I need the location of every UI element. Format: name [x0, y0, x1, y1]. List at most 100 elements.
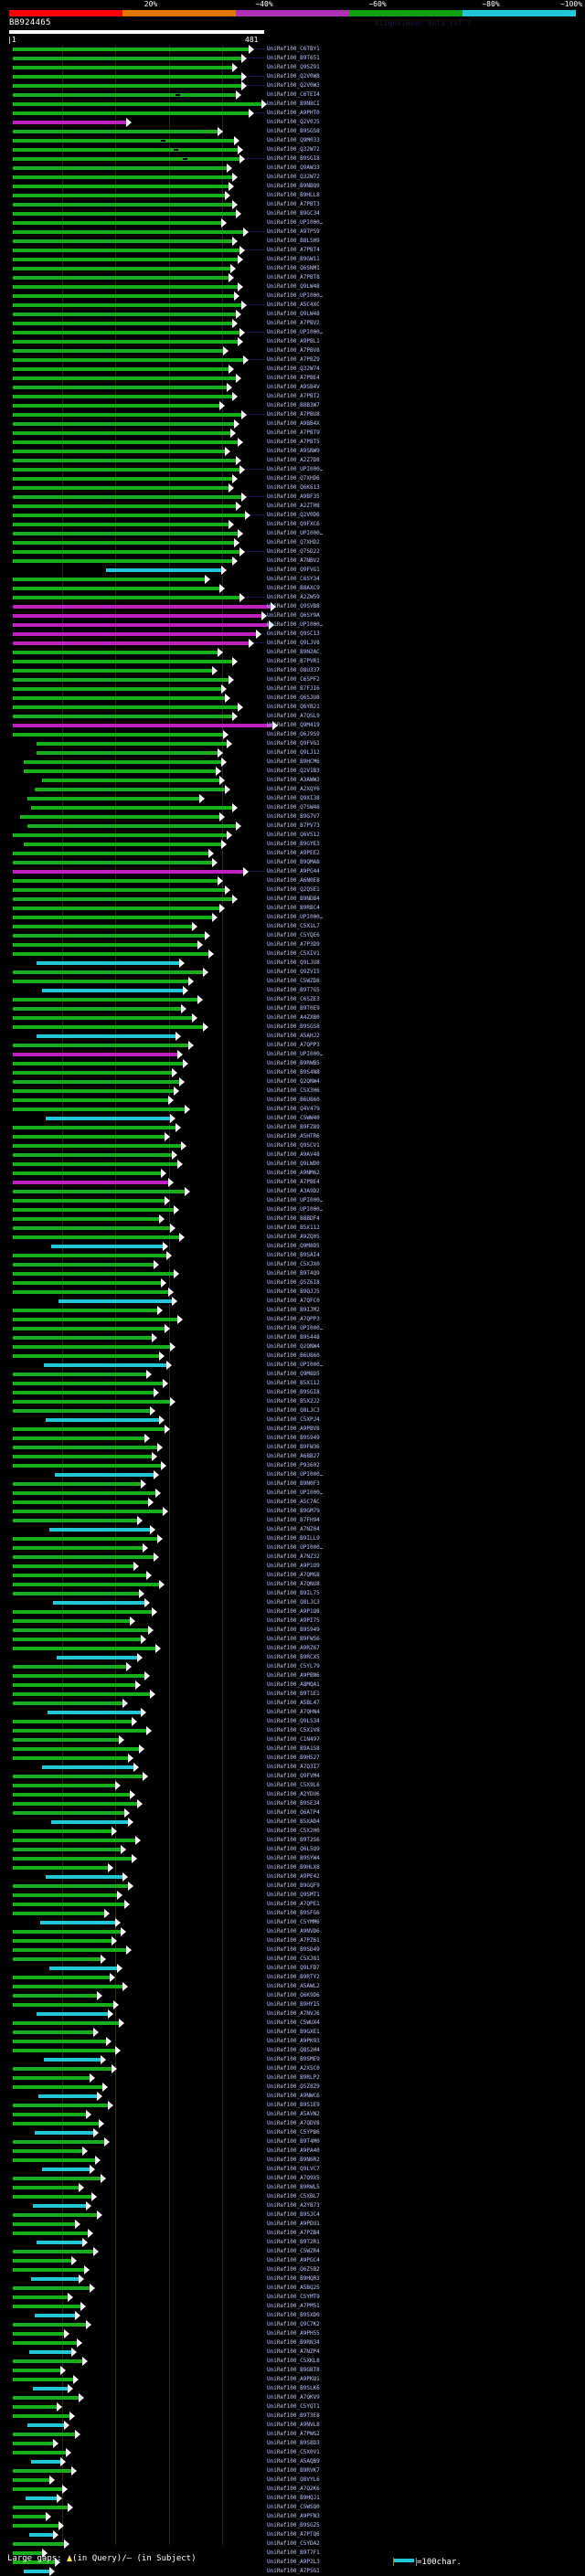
- hit-accession-label[interactable]: UniRef100_B9RVK7: [267, 2467, 320, 2474]
- hsp-bar[interactable]: [31, 2277, 79, 2281]
- alignment-row[interactable]: UniRef100_A7QMG8: [0, 1571, 585, 1580]
- hit-accession-label[interactable]: UniRef100_B7PVR1: [267, 658, 320, 664]
- alignment-row[interactable]: UniRef100_Q9LWD0: [0, 1160, 585, 1169]
- hit-accession-label[interactable]: UniRef100_A5HTR6: [267, 1133, 320, 1140]
- alignment-row[interactable]: UniRef100_A9PKQ1: [0, 2375, 585, 2384]
- hsp-bar[interactable]: [13, 48, 249, 51]
- alignment-row[interactable]: UniRef100_Q9SMT1: [0, 1891, 585, 1900]
- hit-accession-label[interactable]: UniRef100_Q32W72: [267, 174, 320, 180]
- hit-accession-label[interactable]: UniRef100_B9NBQ9: [267, 183, 320, 189]
- hit-accession-label[interactable]: UniRef100_A7NVJ6: [267, 2010, 320, 2017]
- alignment-row[interactable]: UniRef100_B9SE34: [0, 1799, 585, 1808]
- alignment-row[interactable]: UniRef100_A5BL47: [0, 1699, 585, 1708]
- hit-accession-label[interactable]: UniRef100_C5YPB6: [267, 2129, 320, 2136]
- hit-accession-label[interactable]: UniRef100_Q6ATP4: [267, 1809, 320, 1816]
- alignment-row[interactable]: UniRef100_Q6K9D6: [0, 1991, 585, 2000]
- hit-accession-label[interactable]: UniRef100_A7PWG2: [267, 2431, 320, 2437]
- hsp-bar[interactable]: [37, 1034, 176, 1038]
- hit-accession-label[interactable]: UniRef100_A9P1O9: [267, 1563, 320, 1569]
- hit-accession-label[interactable]: UniRef100_B9T0E9: [267, 1005, 320, 1012]
- hit-accession-label[interactable]: UniRef100_A9PK93: [267, 2038, 320, 2044]
- hit-accession-label[interactable]: UniRef100_A5AVN2: [267, 2111, 320, 2117]
- hsp-bar[interactable]: [13, 641, 249, 645]
- hit-accession-label[interactable]: UniRef100_B9SD49: [267, 1946, 320, 1953]
- hit-accession-label[interactable]: UniRef100_B9HYI5: [267, 2001, 320, 2008]
- alignment-row[interactable]: UniRef100_Q2V1B3: [0, 767, 585, 776]
- alignment-row[interactable]: UniRef100_A9PFN3: [0, 2512, 585, 2521]
- alignment-row[interactable]: UniRef100_A2Z7D8: [0, 456, 585, 465]
- alignment-row[interactable]: UniRef100_B9HLL8: [0, 191, 585, 200]
- alignment-row[interactable]: UniRef100_UPI000…: [0, 465, 585, 474]
- alignment-row[interactable]: UniRef100_Q8VYL6: [0, 2475, 585, 2485]
- alignment-row[interactable]: UniRef100_A7QPP3: [0, 1315, 585, 1324]
- alignment-row[interactable]: UniRef100_B9SGZ5: [0, 2521, 585, 2530]
- hsp-bar[interactable]: [13, 1455, 152, 1458]
- hit-accession-label[interactable]: UniRef100_A9PE42: [267, 1873, 320, 1880]
- alignment-row[interactable]: UniRef100_A2ZTH8: [0, 502, 585, 511]
- hsp-bar[interactable]: [13, 1318, 177, 1321]
- hit-accession-label[interactable]: UniRef100_B9HCM6: [267, 758, 320, 765]
- hit-accession-label[interactable]: UniRef100_B9GW11: [267, 256, 320, 262]
- hit-accession-label[interactable]: UniRef100_B9QMA8: [267, 859, 320, 865]
- hsp-bar[interactable]: [24, 769, 216, 773]
- hsp-bar[interactable]: [13, 1427, 165, 1431]
- hsp-bar[interactable]: [13, 998, 197, 1002]
- alignment-row[interactable]: UniRef100_UPI000…: [0, 1489, 585, 1498]
- alignment-row[interactable]: UniRef100_Q6J9S9: [0, 730, 585, 739]
- hit-accession-label[interactable]: UniRef100_A9PI75: [267, 1617, 320, 1624]
- hsp-bar[interactable]: [13, 916, 212, 919]
- hsp-bar[interactable]: [44, 1363, 166, 1367]
- hsp-bar[interactable]: [13, 733, 223, 737]
- alignment-row[interactable]: UniRef100_A7PZ61: [0, 1936, 585, 1945]
- hsp-bar[interactable]: [106, 568, 221, 572]
- hit-accession-label[interactable]: UniRef100_C5XPJ4: [267, 1416, 320, 1423]
- hsp-bar[interactable]: [13, 1729, 146, 1733]
- alignment-row[interactable]: UniRef100_B9SGS8: [0, 1023, 585, 1032]
- alignment-row[interactable]: UniRef100_A9TPS9: [0, 228, 585, 237]
- alignment-row[interactable]: UniRef100_A9NWC6: [0, 2092, 585, 2101]
- alignment-row[interactable]: UniRef100_UPI000…: [0, 218, 585, 228]
- hit-accession-label[interactable]: UniRef100_B9N0F3: [267, 1480, 320, 1487]
- alignment-row[interactable]: UniRef100_B9HCM6: [0, 758, 585, 767]
- hit-accession-label[interactable]: UniRef100_A7PBE4: [267, 1179, 320, 1185]
- hsp-bar[interactable]: [27, 2423, 64, 2427]
- alignment-row[interactable]: UniRef100_C5YQT1: [0, 2402, 585, 2412]
- hit-accession-label[interactable]: UniRef100_A7P3D9: [267, 941, 320, 948]
- alignment-row[interactable]: UniRef100_B9T2S6: [0, 1836, 585, 1845]
- hit-accession-label[interactable]: UniRef100_Q6SNM1: [267, 265, 320, 271]
- hit-accession-label[interactable]: UniRef100_A8MQA1: [267, 1681, 320, 1688]
- alignment-row[interactable]: UniRef100_A9PGC4: [0, 2256, 585, 2265]
- hsp-bar[interactable]: [13, 833, 227, 837]
- alignment-row[interactable]: UniRef100_A9BB4X: [0, 419, 585, 429]
- alignment-row[interactable]: UniRef100_UPI000…: [0, 529, 585, 538]
- alignment-row[interactable]: UniRef100_A7NBV2: [0, 557, 585, 566]
- alignment-row[interactable]: UniRef100_A7PBZ9: [0, 355, 585, 365]
- hsp-bar[interactable]: [42, 989, 183, 992]
- alignment-row[interactable]: UniRef100_A7QDV8: [0, 2119, 585, 2128]
- hsp-bar[interactable]: [13, 1884, 128, 1888]
- hit-accession-label[interactable]: UniRef100_B9SME9: [267, 2056, 320, 2062]
- hit-accession-label[interactable]: UniRef100_A7QMG8: [267, 1572, 320, 1578]
- alignment-row[interactable]: UniRef100_Q9SCV1: [0, 1141, 585, 1150]
- alignment-row[interactable]: UniRef100_A7PM51: [0, 2302, 585, 2311]
- hsp-bar[interactable]: [13, 2551, 42, 2555]
- hit-accession-label[interactable]: UniRef100_A5C7AC: [267, 1499, 320, 1505]
- hsp-bar[interactable]: [13, 1309, 157, 1312]
- hit-accession-label[interactable]: UniRef100_Q9FVM4: [267, 1773, 320, 1779]
- hit-accession-label[interactable]: UniRef100_A9PEE2: [267, 850, 320, 856]
- alignment-row[interactable]: UniRef100_C6SY34: [0, 575, 585, 584]
- hsp-bar[interactable]: [13, 1583, 159, 1586]
- hit-accession-label[interactable]: UniRef100_Q9M419: [267, 722, 320, 728]
- hsp-bar[interactable]: [13, 504, 236, 508]
- hsp-bar[interactable]: [13, 66, 232, 69]
- hit-accession-label[interactable]: UniRef100_Q6V512: [267, 832, 320, 838]
- hsp-bar[interactable]: [13, 1263, 154, 1267]
- hsp-bar[interactable]: [13, 130, 218, 133]
- alignment-row[interactable]: UniRef100_B8B3W7: [0, 401, 585, 410]
- hsp-bar[interactable]: [13, 1647, 155, 1650]
- hsp-bar[interactable]: [13, 2158, 95, 2162]
- hsp-bar[interactable]: [13, 514, 245, 517]
- hit-accession-label[interactable]: UniRef100_A7QNU8: [267, 1581, 320, 1587]
- hsp-bar[interactable]: [13, 660, 232, 663]
- hsp-bar[interactable]: [13, 1007, 181, 1011]
